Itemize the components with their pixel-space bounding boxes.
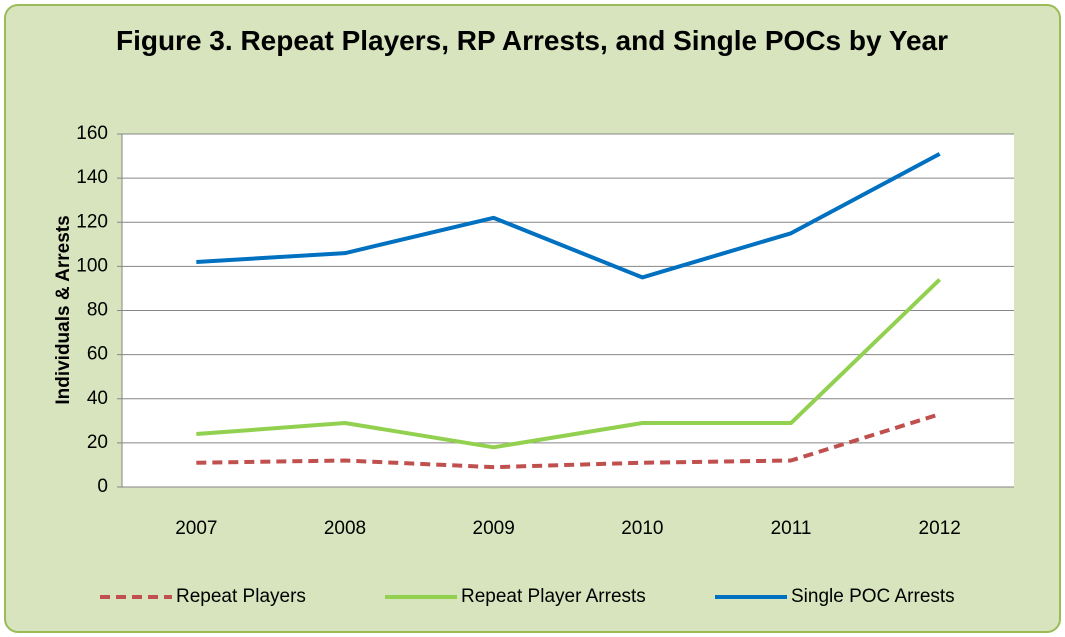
- y-tick-label: 80: [87, 300, 108, 321]
- x-tick-label: 2011: [771, 518, 812, 539]
- y-tick-label: 100: [76, 255, 108, 276]
- y-tick-label: 140: [76, 167, 108, 188]
- y-tick-label: 0: [97, 476, 108, 497]
- y-axis-label: Individuals & Arrests: [53, 215, 74, 404]
- y-tick-label: 40: [87, 388, 108, 409]
- y-tick-label: 160: [76, 123, 108, 144]
- x-tick-label: 2008: [324, 518, 366, 539]
- chart-title: Figure 3. Repeat Players, RP Arrests, an…: [115, 25, 949, 56]
- series-line: [196, 152, 941, 280]
- x-tick-label: 2012: [919, 518, 961, 539]
- y-tick-label: 120: [76, 211, 108, 232]
- y-tick-label: 20: [87, 432, 108, 453]
- series-line: [196, 278, 942, 450]
- x-tick-label: 2010: [621, 518, 663, 539]
- legend-label: Repeat Players: [176, 586, 306, 607]
- x-tick-label: 2009: [473, 518, 515, 539]
- y-tick-label: 60: [87, 344, 108, 365]
- x-tick-label: 2007: [175, 518, 217, 539]
- legend-label: Repeat Player Arrests: [461, 586, 646, 607]
- series-line: [196, 412, 941, 470]
- legend-label: Single POC Arrests: [791, 586, 955, 607]
